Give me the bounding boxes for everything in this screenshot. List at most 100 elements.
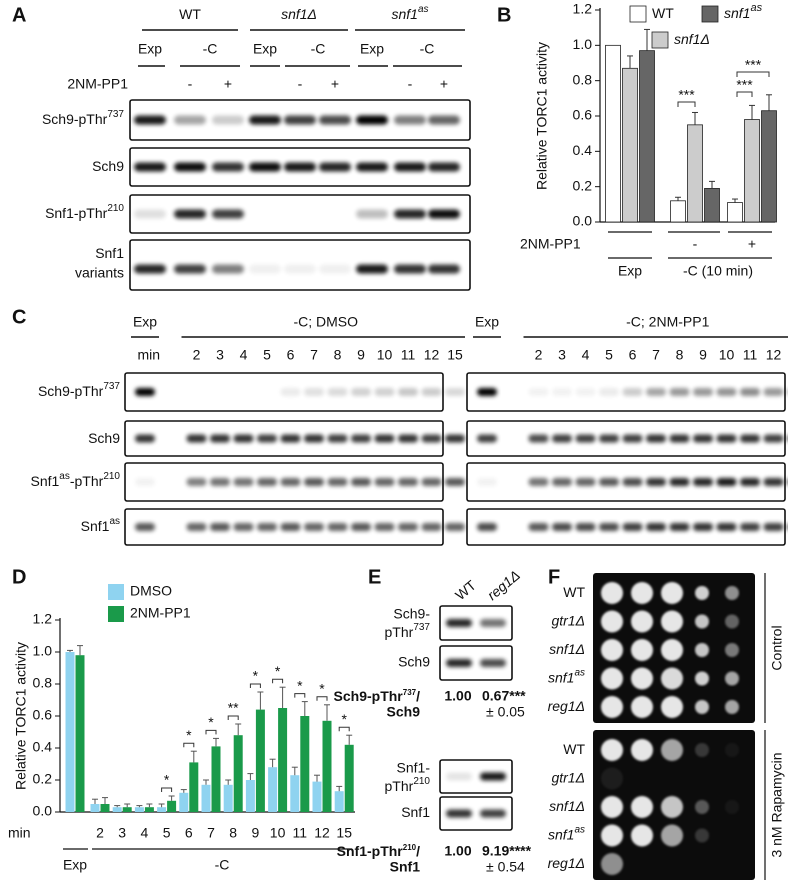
blot-band bbox=[186, 523, 207, 531]
bar bbox=[211, 746, 221, 812]
blot-band bbox=[280, 523, 301, 531]
error-bar bbox=[269, 758, 276, 768]
blot-band bbox=[327, 523, 348, 531]
blot-band bbox=[280, 478, 301, 486]
blot-frame bbox=[124, 462, 444, 502]
strain-label-part: gtr1Δ bbox=[551, 612, 585, 628]
blot-band bbox=[134, 209, 166, 219]
lane-label: reg1Δ bbox=[484, 567, 523, 603]
blot-band bbox=[740, 478, 760, 486]
blot-row-label-part: pThr bbox=[385, 778, 414, 794]
strain-label-part: gtr1Δ bbox=[551, 769, 585, 785]
minute-label: 10 bbox=[719, 347, 735, 363]
blot-band bbox=[257, 523, 277, 531]
error-bar bbox=[324, 704, 330, 721]
yeast-spot bbox=[631, 796, 653, 818]
blot-band bbox=[428, 264, 460, 274]
significance-label: ** bbox=[228, 700, 239, 716]
strain-label: snf1Δ bbox=[549, 798, 585, 814]
blot-frame bbox=[466, 420, 786, 457]
strain-header: WT bbox=[179, 6, 201, 22]
x-tick-label: 4 bbox=[141, 825, 149, 841]
blot-band bbox=[693, 523, 713, 531]
y-tick-label: 1.0 bbox=[573, 36, 593, 52]
y-tick-label: 0.4 bbox=[33, 739, 53, 755]
blot-band bbox=[174, 115, 206, 125]
error-bar bbox=[67, 649, 73, 652]
minute-label: 4 bbox=[582, 347, 590, 363]
blot-band bbox=[174, 264, 206, 274]
yeast-spot bbox=[631, 610, 653, 633]
blot-band bbox=[646, 523, 666, 531]
blot-band bbox=[135, 478, 155, 486]
legend-label: DMSO bbox=[130, 583, 172, 599]
bar bbox=[233, 735, 243, 812]
y-tick-label: 1.2 bbox=[33, 611, 53, 627]
blot-band bbox=[763, 388, 784, 396]
significance-label: * bbox=[297, 677, 303, 693]
error-bar bbox=[225, 779, 232, 785]
strain-label: gtr1Δ bbox=[551, 769, 585, 785]
blot-band bbox=[646, 478, 666, 486]
blot-row-label: Sch9-pThr737 bbox=[42, 109, 124, 127]
yeast-spot bbox=[601, 853, 623, 875]
legend-swatch bbox=[701, 5, 719, 23]
bar bbox=[300, 716, 310, 812]
blot-band bbox=[304, 434, 324, 443]
blot-band bbox=[212, 162, 244, 172]
blot-band bbox=[716, 388, 737, 396]
strain-header-part: snf1Δ bbox=[281, 6, 317, 22]
bar bbox=[744, 119, 760, 223]
bar bbox=[245, 780, 255, 812]
blot-band bbox=[552, 388, 572, 396]
blot-band bbox=[693, 478, 713, 486]
yeast-spot bbox=[631, 639, 653, 661]
blot-band bbox=[622, 434, 643, 443]
blot-band bbox=[480, 772, 506, 781]
strain-label: reg1Δ bbox=[548, 698, 585, 714]
error-bar bbox=[158, 803, 165, 808]
blot-band bbox=[669, 388, 690, 396]
yeast-spot bbox=[601, 739, 623, 761]
error-bar bbox=[314, 774, 320, 782]
significance-label: *** bbox=[678, 87, 695, 103]
quant-label: Snf1-pThr210/ bbox=[337, 843, 420, 859]
blot-band bbox=[351, 434, 371, 443]
strain-label-part: WT bbox=[563, 584, 585, 600]
y-tick-label: 1.2 bbox=[573, 1, 593, 17]
blot-band bbox=[351, 478, 371, 486]
quant-label-part: Sch9-pThr bbox=[334, 688, 404, 704]
bar bbox=[290, 775, 300, 812]
yeast-spot bbox=[601, 582, 623, 604]
minute-label: 8 bbox=[676, 347, 684, 363]
blot-band bbox=[327, 388, 348, 396]
blot-band bbox=[477, 478, 497, 486]
error-bar bbox=[235, 723, 242, 736]
blot-band bbox=[575, 434, 596, 443]
minute-label: 5 bbox=[263, 347, 271, 363]
blot-row-label-part: Snf1 bbox=[81, 518, 110, 534]
significance-bracket bbox=[294, 693, 306, 698]
error-bar bbox=[692, 111, 698, 125]
x-tick-label: 10 bbox=[270, 825, 286, 841]
minute-label: 3 bbox=[216, 347, 224, 363]
blot-band bbox=[319, 115, 351, 125]
blot-band bbox=[186, 434, 207, 443]
minute-label: 15 bbox=[447, 347, 463, 363]
yeast-spot bbox=[725, 700, 739, 714]
condition-label: Control bbox=[769, 625, 785, 670]
blot-row-label: pThr737 bbox=[385, 622, 431, 640]
error-bar bbox=[336, 785, 343, 792]
strain-label-part: snf1 bbox=[548, 669, 574, 685]
blot-row-label-part: Sch9-pThr bbox=[42, 111, 108, 127]
quant-error: ± 0.54 bbox=[486, 859, 525, 875]
legend-label: snf1as bbox=[724, 2, 763, 21]
error-bar bbox=[77, 645, 83, 656]
blot-band bbox=[480, 809, 506, 818]
blot-band bbox=[428, 115, 460, 125]
yeast-spot bbox=[631, 696, 653, 718]
significance-bracket bbox=[227, 715, 239, 720]
blot-band bbox=[740, 523, 760, 531]
blot-band bbox=[421, 388, 442, 396]
